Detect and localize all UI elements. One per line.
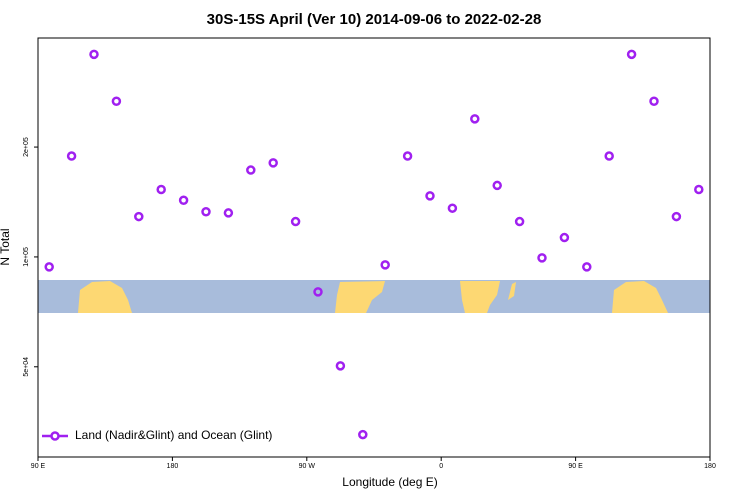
point bbox=[694, 184, 704, 195]
y-tick-label: 1e+05 bbox=[23, 247, 30, 267]
point bbox=[425, 191, 435, 201]
point bbox=[178, 195, 189, 205]
point bbox=[671, 211, 682, 222]
plot-frame bbox=[37, 37, 711, 458]
point bbox=[201, 206, 211, 217]
chart-title: 30S-15S April (Ver 10) 2014-09-06 to 202… bbox=[207, 11, 542, 28]
point bbox=[626, 49, 637, 60]
point bbox=[66, 151, 77, 161]
land bbox=[460, 281, 500, 313]
point bbox=[44, 262, 54, 272]
point bbox=[156, 184, 166, 195]
point bbox=[223, 208, 234, 218]
land bbox=[508, 282, 516, 300]
point bbox=[559, 232, 570, 243]
point bbox=[246, 165, 256, 175]
y-tick-label: 5e+04 bbox=[23, 357, 30, 377]
x-tick-label: 90 W bbox=[299, 463, 316, 470]
x-tick-label: 180 bbox=[704, 463, 716, 470]
point bbox=[380, 260, 390, 270]
legend-label: Land (Nadir&Glint) and Ocean (Glint) bbox=[75, 428, 272, 442]
point bbox=[358, 429, 368, 440]
land bbox=[78, 281, 132, 313]
point bbox=[604, 151, 614, 161]
point bbox=[268, 158, 278, 168]
point bbox=[582, 262, 592, 272]
point bbox=[335, 361, 346, 371]
point bbox=[514, 216, 525, 227]
point bbox=[402, 151, 413, 161]
land bbox=[335, 281, 385, 313]
x-axis-label: Longitude (deg E) bbox=[342, 475, 437, 489]
land bbox=[612, 281, 668, 313]
point bbox=[649, 96, 659, 107]
point bbox=[89, 49, 99, 60]
point bbox=[447, 203, 458, 213]
x-tick-label: 0 bbox=[439, 463, 443, 470]
y-tick-label: 2e+05 bbox=[23, 137, 30, 157]
point bbox=[111, 96, 122, 107]
map-strip bbox=[38, 280, 710, 313]
point bbox=[290, 216, 301, 227]
x-tick-label: 180 bbox=[167, 463, 179, 470]
x-tick-label: 90 E bbox=[568, 463, 583, 470]
y-axis-label: N Total bbox=[0, 228, 12, 265]
legend-marker bbox=[50, 431, 60, 441]
point bbox=[492, 180, 502, 191]
x-tick-label: 90 E bbox=[31, 463, 46, 470]
point bbox=[313, 287, 323, 297]
point bbox=[134, 211, 144, 222]
point bbox=[470, 114, 480, 124]
point bbox=[537, 253, 547, 263]
